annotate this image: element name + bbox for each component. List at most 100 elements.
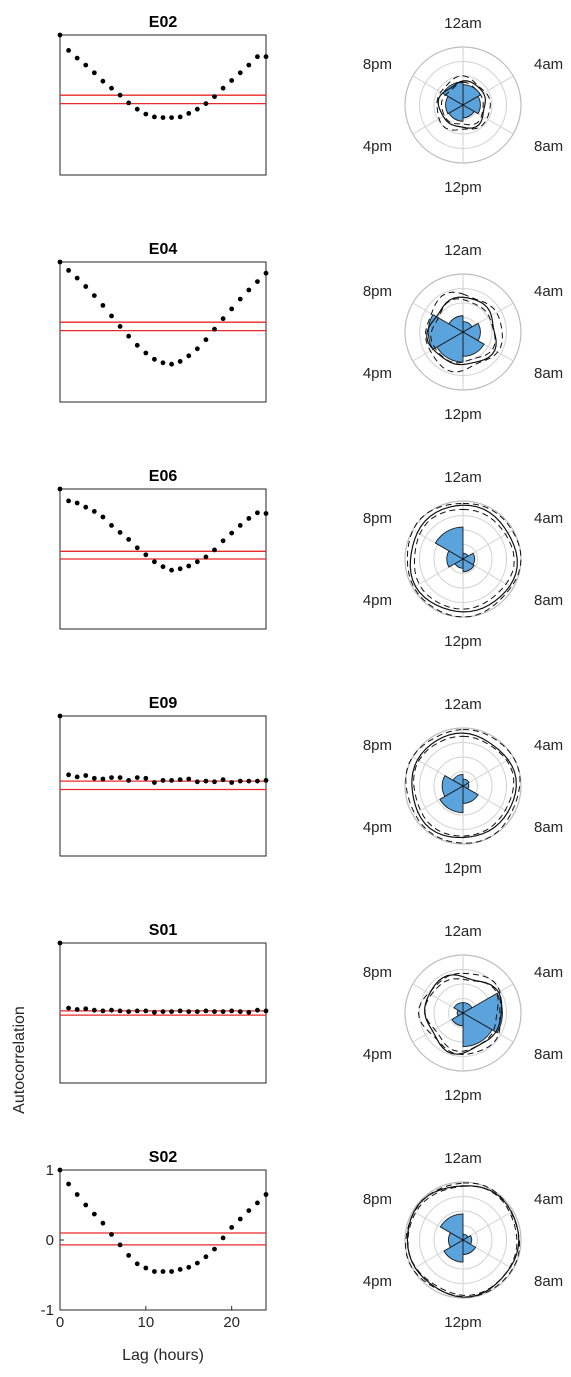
acf-point — [255, 54, 260, 60]
polar-tick-label: 12am — [444, 242, 482, 259]
acf-point — [143, 775, 149, 781]
acf-point — [263, 778, 269, 783]
axes-box — [59, 715, 267, 857]
polar-mean-ring — [437, 80, 486, 129]
acf-point — [109, 775, 114, 780]
polar-tick-label: 4am — [534, 1191, 563, 1208]
acf-point — [152, 559, 157, 565]
acf-point — [203, 1254, 209, 1260]
acf-point — [169, 115, 174, 120]
acf-point — [66, 772, 71, 778]
acf-point — [126, 100, 132, 106]
acf-point — [109, 85, 114, 91]
acf-point — [117, 92, 123, 98]
acf-point — [83, 504, 89, 510]
rose-wedge — [462, 1012, 493, 1048]
polar-tick-label: 4pm — [363, 1046, 392, 1063]
rose-wedge — [462, 558, 475, 573]
acf-point — [255, 1007, 260, 1013]
axes-box — [59, 34, 267, 176]
acf-point — [66, 1181, 71, 1187]
panel-e02: E02 12am 4am 8am 12pm 4pm 8pm — [57, 14, 563, 196]
polar-plot: 12am 4am 8am 12pm 4pm 8pm — [363, 242, 563, 423]
polar-tick-label: 4pm — [363, 592, 392, 609]
acf-point — [212, 1246, 217, 1252]
acf-point — [74, 500, 80, 506]
acf-point — [169, 1009, 174, 1014]
acf-point — [194, 1009, 200, 1014]
acf-point — [117, 324, 123, 329]
panel-e06: E06 12am 4am 8am 12pm 4pm 8pm — [57, 468, 563, 650]
acf-point — [74, 1007, 80, 1012]
acf-point — [126, 1009, 132, 1014]
acf-point — [57, 713, 63, 719]
polar-ci-ring — [424, 978, 499, 1052]
acf-point — [117, 1242, 123, 1248]
polar-ci-ring — [407, 1185, 518, 1296]
acf-point — [134, 106, 140, 112]
acf-point — [237, 523, 243, 528]
acf-point — [169, 778, 174, 783]
acf-point — [117, 530, 123, 535]
acf-point — [212, 547, 217, 553]
acf-point — [169, 361, 174, 367]
panel-title: S02 — [149, 1149, 178, 1166]
acf-point — [134, 1261, 140, 1267]
acf-point — [194, 106, 200, 112]
rose-wedge — [434, 526, 464, 560]
acf-point — [66, 498, 71, 504]
acf-point — [160, 360, 166, 366]
acf-point — [91, 293, 97, 298]
acf-point — [186, 776, 192, 782]
acf-point — [229, 78, 235, 83]
acf-point — [212, 326, 217, 332]
polar-tick-label: 8pm — [363, 56, 392, 73]
acf-point — [74, 1192, 80, 1197]
panel-title: E04 — [149, 241, 178, 258]
polar-tick-label: 12pm — [444, 179, 482, 196]
acf-point — [134, 1008, 140, 1014]
panel-s01: S01 12am 4am 8am 12pm 4pm 8pm — [57, 922, 563, 1104]
polar-tick-label: 8pm — [363, 964, 392, 981]
acf-point — [134, 545, 140, 551]
acf-point — [91, 1007, 97, 1013]
polar-tick-label: 12am — [444, 469, 482, 486]
acf-point — [220, 777, 226, 783]
rose-wedge — [462, 95, 481, 115]
acf-point — [237, 296, 243, 302]
acf-point — [246, 287, 252, 293]
polar-tick-label: 4am — [534, 510, 563, 527]
panel-title: E06 — [149, 468, 178, 485]
rose-wedge — [448, 315, 464, 333]
acf-point — [186, 1009, 192, 1014]
acf-point — [177, 1267, 183, 1272]
acf-point — [57, 259, 63, 265]
acf-point — [255, 510, 260, 516]
acf-point — [237, 70, 243, 76]
acf-point — [109, 523, 114, 528]
polar-ci-ring — [430, 298, 496, 364]
y-tick-label: 1 — [46, 1162, 54, 1179]
polar-tick-label: 12pm — [444, 1314, 482, 1331]
acf-point — [246, 516, 252, 521]
polar-ci-ring — [413, 735, 515, 837]
acf-point — [220, 1009, 226, 1014]
acf-point — [194, 1260, 200, 1266]
acf-point — [169, 1269, 174, 1274]
polar-tick-label: 8pm — [363, 737, 392, 754]
acf-point — [177, 1008, 183, 1014]
acf-point — [57, 32, 63, 38]
acf-point — [263, 270, 269, 276]
acf-point — [126, 537, 132, 542]
polar-spoke — [462, 756, 514, 787]
acf-point — [134, 775, 140, 780]
acf-point — [229, 1008, 235, 1014]
acf-point — [109, 313, 114, 319]
acf-point — [152, 780, 157, 785]
polar-tick-label: 12am — [444, 15, 482, 32]
panel-e09: E09 12am 4am 8am 12pm 4pm 8pm — [57, 695, 563, 877]
acf-point — [83, 1202, 89, 1208]
acf-point — [66, 48, 71, 53]
acf-point — [177, 566, 183, 572]
acf-point — [100, 78, 106, 84]
